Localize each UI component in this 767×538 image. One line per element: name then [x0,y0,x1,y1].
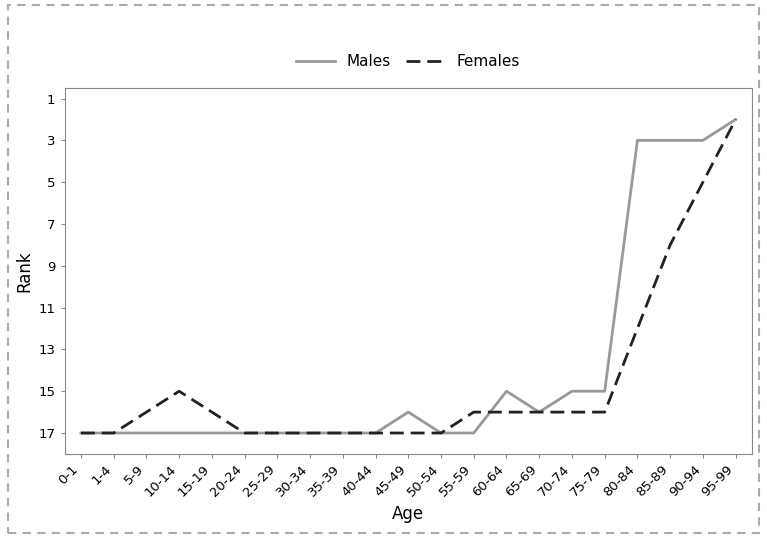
X-axis label: Age: Age [392,505,424,523]
Legend: Males, Females: Males, Females [291,48,526,75]
Y-axis label: Rank: Rank [15,250,33,292]
